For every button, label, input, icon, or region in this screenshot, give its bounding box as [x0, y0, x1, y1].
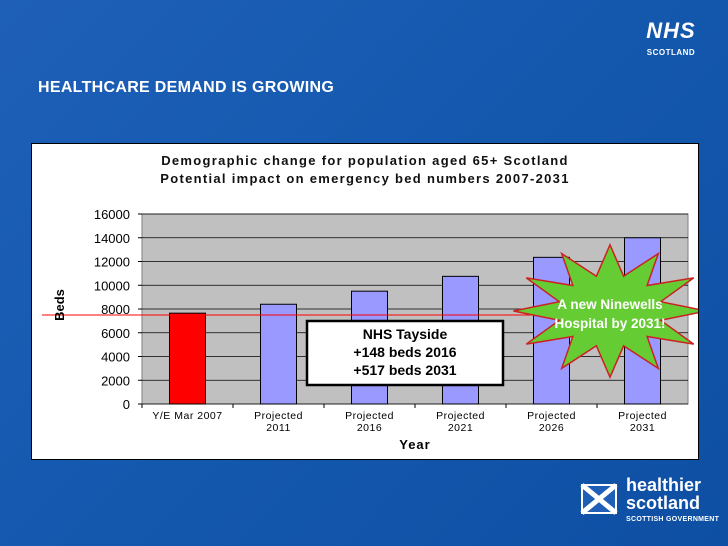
x-axis-label: Year	[399, 437, 430, 452]
nhs-logo-text: NHS	[646, 18, 696, 43]
chart-subtitle: Potential impact on emergency bed number…	[160, 171, 570, 186]
healthier-scotland-logo: healthier scotland SCOTTISH GOVERNMENT	[580, 476, 720, 536]
x-tick-label: Projected	[254, 410, 303, 422]
x-tick-label: Y/E Mar 2007	[152, 410, 222, 422]
bar-chart: 16000 14000 12000 10000 8000 6000 4000 2000 0 Y/E…	[42, 207, 698, 452]
x-tick-label: 2026	[539, 422, 564, 434]
tayside-annotation-box	[305, 319, 505, 387]
hs-line1: healthier	[626, 475, 702, 495]
nhs-logo-sub: SCOTLAND	[646, 48, 696, 57]
x-tick-label: 2031	[630, 422, 655, 434]
y-tick-label: 2000	[101, 373, 130, 388]
starburst-text: A new Ninewells	[557, 297, 662, 312]
hs-line2: scotland	[626, 493, 701, 513]
bar	[260, 303, 297, 405]
bar	[169, 312, 206, 405]
y-tick-label: 4000	[101, 350, 130, 365]
x-tick-label: Projected	[436, 410, 485, 422]
x-tick-label: Projected	[527, 410, 576, 422]
y-axis-label: Beds	[52, 289, 67, 321]
x-tick-label: Projected	[345, 410, 394, 422]
tayside-annotation-text: NHS Tayside	[363, 326, 448, 342]
starburst-text: Hospital by 2031!	[554, 316, 665, 331]
tayside-annotation-text: +517 beds 2031	[353, 362, 456, 378]
starburst-shape	[513, 242, 698, 380]
chart-panel: Demographic change for population aged 6…	[31, 143, 699, 460]
y-tick-label: 14000	[94, 231, 130, 246]
y-tick-label: 0	[123, 397, 130, 412]
tayside-annotation-text: +148 beds 2016	[353, 344, 456, 360]
x-tick-label: 2021	[448, 422, 473, 434]
y-tick-label: 12000	[94, 255, 130, 270]
y-tick-label: 10000	[94, 278, 130, 293]
x-tick-label: 2011	[266, 422, 291, 434]
y-tick-label: 8000	[101, 302, 130, 317]
healthier-scotland-text: healthier scotland	[626, 476, 701, 512]
y-tick-label: 16000	[94, 207, 130, 222]
chart-title: Demographic change for population aged 6…	[161, 153, 569, 168]
slide-title: HEALTHCARE DEMAND IS GROWING	[38, 79, 335, 96]
x-tick-label: Projected	[618, 410, 667, 422]
saltire-flag-icon	[580, 483, 618, 515]
x-tick-label: 2016	[357, 422, 382, 434]
y-tick-label: 6000	[101, 326, 130, 341]
scottish-government-text: SCOTTISH GOVERNMENT	[626, 516, 720, 523]
nhs-scotland-logo: NHS SCOTLAND	[636, 18, 706, 68]
